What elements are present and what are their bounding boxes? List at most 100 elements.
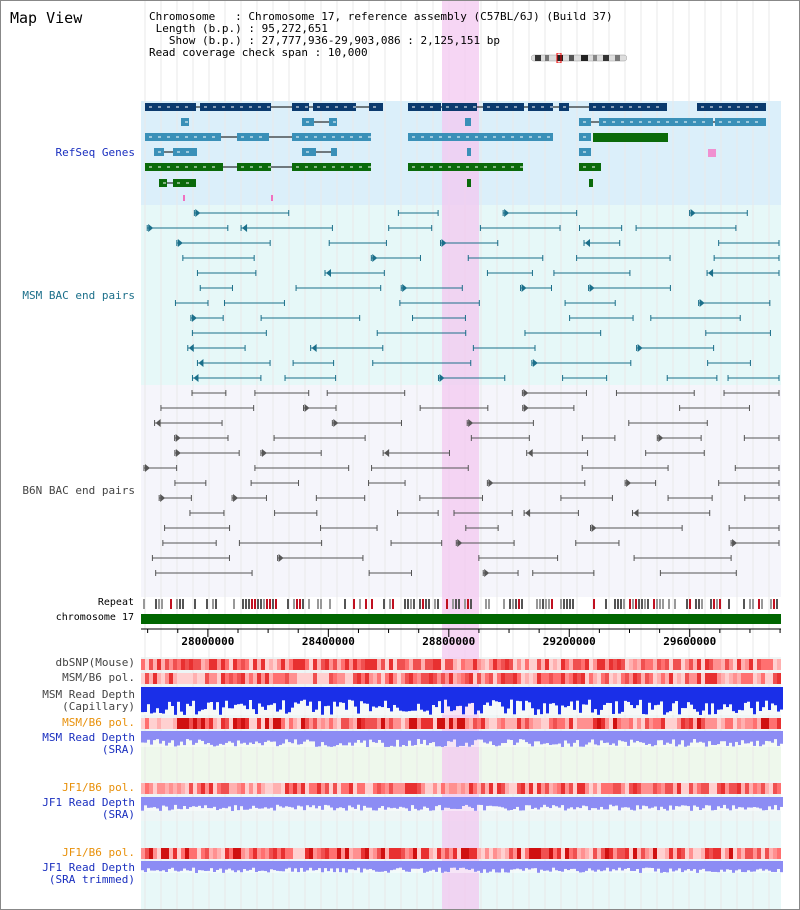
msm-b6-pol2-cell xyxy=(237,718,241,729)
repeat-mark xyxy=(455,599,457,609)
repeat-mark xyxy=(428,599,430,609)
msm-cap-depth-bar xyxy=(576,687,579,701)
msm-cap-depth-bar xyxy=(186,687,189,704)
msm-cap-depth-bar xyxy=(537,687,540,710)
jf1-b6-pol2-cell xyxy=(749,848,753,859)
jf1-b6-pol2-cell xyxy=(693,848,697,859)
msm-b6-pol-cell xyxy=(289,673,293,684)
jf1-trim-depth-bar xyxy=(312,861,315,871)
repeat-mark xyxy=(536,599,538,609)
msm-cap-depth-bar xyxy=(696,687,699,712)
msm-sra-depth-bar xyxy=(627,731,630,746)
jf1-b6-pol2-cell xyxy=(469,848,473,859)
jf1-b6-pol2-cell xyxy=(725,848,729,859)
track-label-msm-depth-cap-1[interactable]: MSM Read Depth xyxy=(42,688,135,701)
jf1-trim-depth-bar xyxy=(168,861,171,869)
msm-cap-depth-bar xyxy=(417,687,420,704)
msm-b6-pol2-cell xyxy=(313,718,317,729)
b6n-bac-pair-end xyxy=(144,464,150,472)
msm-b6-pol2-cell xyxy=(261,718,265,729)
msm-sra-depth-bar xyxy=(615,731,618,746)
msm-sra-depth-bar xyxy=(192,731,195,745)
jf1-b6-pol-cell xyxy=(677,783,681,794)
jf1-b6-pol-cell xyxy=(653,783,657,794)
chromosome-ideogram[interactable] xyxy=(531,53,627,63)
msm-b6-pol2-cell xyxy=(601,718,605,729)
jf1-sra-depth-bar xyxy=(462,797,465,807)
track-label-msm-depth-sra-1[interactable]: MSM Read Depth xyxy=(42,731,135,744)
track-label-dbsnp[interactable]: dbSNP(Mouse) xyxy=(55,656,135,669)
repeat-mark xyxy=(770,599,772,609)
msm-bac-pair-end xyxy=(504,209,510,217)
msm-cap-depth-bar xyxy=(474,687,477,715)
jf1-trim-depth-bar xyxy=(267,861,270,873)
track-label-b6n-bac[interactable]: B6N BAC end pairs xyxy=(22,484,135,497)
msm-cap-depth-bar xyxy=(741,687,744,711)
msm-b6-pol-cell xyxy=(149,673,153,684)
msm-b6-pol-cell xyxy=(205,673,209,684)
msm-cap-depth-bar xyxy=(618,687,621,714)
jf1-b6-pol-cell xyxy=(313,783,317,794)
track-label-msm-bac[interactable]: MSM BAC end pairs xyxy=(22,289,135,302)
track-label-jf1-depth-trim-1[interactable]: JF1 Read Depth xyxy=(42,861,135,874)
jf1-b6-pol-cell xyxy=(689,783,693,794)
jf1-sra-depth-bar xyxy=(432,797,435,811)
jf1-b6-pol2-cell xyxy=(709,848,713,859)
msm-cap-depth-bar xyxy=(558,687,561,715)
jf1-trim-depth-bar xyxy=(603,861,606,871)
msm-b6-pol2-cell xyxy=(597,718,601,729)
jf1-trim-depth-bar xyxy=(291,861,294,872)
jf1-sra-depth-bar xyxy=(222,797,225,808)
msm-sra-depth-bar xyxy=(450,731,453,742)
jf1-sra-depth-bar xyxy=(612,797,615,807)
msm-sra-depth-bar xyxy=(702,731,705,743)
msm-b6-pol-cell xyxy=(721,673,725,684)
jf1-b6-pol2-cell xyxy=(353,848,357,859)
jf1-b6-pol-cell xyxy=(749,783,753,794)
repeat-mark xyxy=(470,599,472,609)
msm-b6-pol-cell xyxy=(357,673,361,684)
dbsnp-cell xyxy=(721,659,725,670)
jf1-sra-depth-bar xyxy=(723,797,726,805)
jf1-b6-pol2-cell xyxy=(425,848,429,859)
jf1-trim-depth-bar xyxy=(414,861,417,869)
repeat-mark xyxy=(308,599,310,609)
gene-exon xyxy=(408,163,523,171)
jf1-sra-depth-bar xyxy=(747,797,750,808)
msm-b6-pol2-cell xyxy=(633,718,637,729)
track-label-msm-b6-pol-2[interactable]: MSM/B6 pol. xyxy=(62,716,135,729)
jf1-b6-pol2-cell xyxy=(745,848,749,859)
track-label-repeat[interactable]: Repeat xyxy=(97,597,134,608)
jf1-trim-depth-bar xyxy=(702,861,705,869)
msm-b6-pol-cell xyxy=(249,673,253,684)
msm-cap-depth-bar xyxy=(144,687,147,712)
track-label-refseq[interactable]: RefSeq Genes xyxy=(55,146,135,159)
track-label-jf1-b6-pol-1[interactable]: JF1/B6 pol. xyxy=(62,781,135,794)
msm-bac-pair-end xyxy=(177,239,183,247)
jf1-b6-pol-cell xyxy=(417,783,421,794)
jf1-b6-pol2-cell xyxy=(741,848,745,859)
track-label-chromosome[interactable]: chromosome 17 xyxy=(55,612,134,623)
msm-cap-depth-bar xyxy=(483,687,486,705)
track-label-msm-b6-pol-1[interactable]: MSM/B6 pol. xyxy=(62,671,135,684)
jf1-trim-depth-bar xyxy=(453,861,456,868)
jf1-b6-pol-cell xyxy=(193,783,197,794)
jf1-b6-pol2-cell xyxy=(385,848,389,859)
jf1-sra-depth-bar xyxy=(522,797,525,811)
track-label-jf1-depth-sra-1[interactable]: JF1 Read Depth xyxy=(42,796,135,809)
repeat-mark xyxy=(545,599,547,609)
repeat-mark xyxy=(509,599,511,609)
track-label-jf1-b6-pol-2[interactable]: JF1/B6 pol. xyxy=(62,846,135,859)
msm-b6-pol-cell xyxy=(401,673,405,684)
msm-sra-depth-bar xyxy=(210,731,213,745)
msm-sra-depth-bar xyxy=(240,731,243,744)
jf1-sra-depth-bar xyxy=(486,797,489,806)
msm-b6-pol2-cell xyxy=(429,718,433,729)
msm-sra-depth-bar xyxy=(492,731,495,746)
jf1-trim-depth-bar xyxy=(582,861,585,873)
msm-sra-depth-bar xyxy=(603,731,606,743)
jf1-trim-depth-bar xyxy=(447,861,450,873)
dbsnp-cell xyxy=(729,659,733,670)
msm-cap-depth-bar xyxy=(756,687,759,702)
